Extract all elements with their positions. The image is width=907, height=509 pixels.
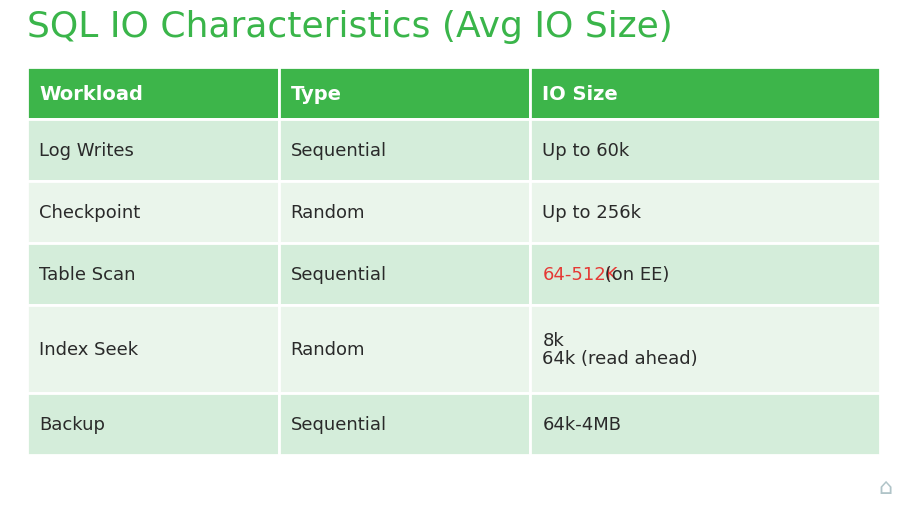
Text: Random: Random — [290, 341, 366, 358]
Text: Type: Type — [290, 84, 342, 103]
Text: ⌂: ⌂ — [878, 477, 892, 497]
Text: 64k (read ahead): 64k (read ahead) — [542, 349, 697, 367]
Bar — [278, 393, 531, 455]
Text: IO Size: IO Size — [542, 84, 618, 103]
Text: SQL IO Characteristics (Avg IO Size): SQL IO Characteristics (Avg IO Size) — [27, 10, 673, 44]
Text: Up to 60k: Up to 60k — [542, 142, 629, 160]
Text: Random: Random — [290, 204, 366, 221]
Bar — [27, 68, 278, 120]
Text: Checkpoint: Checkpoint — [39, 204, 141, 221]
Bar — [27, 120, 278, 182]
Bar — [27, 182, 278, 243]
Bar — [531, 68, 880, 120]
Bar — [27, 243, 278, 305]
Text: Table Scan: Table Scan — [39, 266, 135, 284]
Bar — [531, 120, 880, 182]
Text: 8k: 8k — [542, 331, 564, 349]
Bar — [531, 305, 880, 393]
Bar — [278, 120, 531, 182]
Text: 64k-4MB: 64k-4MB — [542, 415, 621, 433]
Text: Log Writes: Log Writes — [39, 142, 134, 160]
Bar — [531, 182, 880, 243]
Bar — [27, 393, 278, 455]
Text: Index Seek: Index Seek — [39, 341, 138, 358]
Text: Sequential: Sequential — [290, 142, 386, 160]
Bar — [278, 182, 531, 243]
Text: Sequential: Sequential — [290, 266, 386, 284]
Bar — [278, 305, 531, 393]
Bar — [531, 243, 880, 305]
Text: Backup: Backup — [39, 415, 105, 433]
Text: (on EE): (on EE) — [599, 266, 669, 284]
Text: Workload: Workload — [39, 84, 143, 103]
Text: 64-512K: 64-512K — [542, 266, 618, 284]
Bar — [278, 243, 531, 305]
Text: Sequential: Sequential — [290, 415, 386, 433]
Bar — [27, 305, 278, 393]
Bar — [278, 68, 531, 120]
Text: Up to 256k: Up to 256k — [542, 204, 641, 221]
Bar — [531, 393, 880, 455]
